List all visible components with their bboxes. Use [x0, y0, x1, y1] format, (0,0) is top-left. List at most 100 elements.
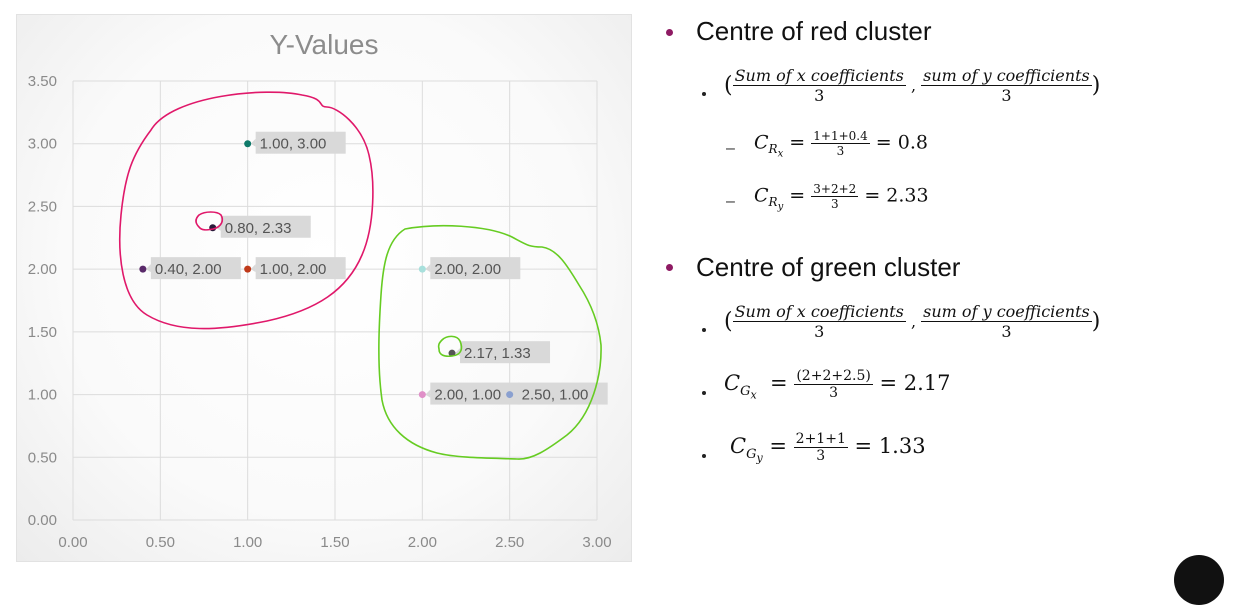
data-label-box: [460, 341, 551, 364]
eq-result: = 2.33: [864, 184, 929, 207]
bullet-icon: [666, 264, 673, 271]
red-centroid-circle: [195, 211, 224, 231]
formula-denominator: 3: [814, 322, 825, 341]
data-label: 2.00, 1.00: [434, 387, 501, 404]
y-tick-label: 2.00: [28, 261, 57, 278]
y-tick-label: 0.00: [28, 512, 57, 529]
green-general-formula: (Sum of x coefficients 3 , sum of y coeff…: [724, 302, 1101, 341]
data-point: [418, 265, 426, 273]
x-tick-label: 0.50: [146, 534, 175, 551]
red-general-formula: (Sum of x coefficients 3 , sum of y coeff…: [724, 66, 1101, 105]
data-label-box: [430, 257, 521, 280]
eq-denominator: 3: [816, 448, 826, 464]
eq-numerator: (2+2+2.5): [794, 368, 873, 385]
data-label-box: [220, 215, 311, 238]
eq-sub: G: [746, 447, 757, 463]
eq-denominator: 3: [836, 144, 845, 158]
eq-subsub: y: [777, 201, 784, 213]
y-tick-label: 1.50: [28, 324, 57, 341]
green-y-equation: CGy = 2+1+1 3 = 1.33: [730, 431, 926, 465]
red-y-equation: CRy = 3+2+2 3 = 2.33: [754, 182, 929, 213]
data-point: [418, 391, 426, 399]
bullet-icon: [702, 391, 706, 395]
red-cluster-heading: Centre of red cluster: [696, 16, 932, 46]
data-label-box: [517, 382, 608, 405]
formula-denominator: 3: [814, 86, 825, 105]
data-label: 1.00, 2.00: [260, 261, 327, 278]
data-label-pointer: [145, 264, 151, 273]
scatter-chart: 0.00 0.50 1.00 1.50 2.00 2.50 3.00 3.50 0.00 0.50…: [28, 73, 612, 551]
red-x-equation: CRx = 1+1+0.4 3 = 0.8: [754, 129, 928, 160]
eq-denominator: 3: [830, 197, 839, 211]
x-tick-label: 2.50: [495, 534, 524, 551]
data-label: 2.17, 1.33: [464, 345, 531, 362]
data-label: 2.00, 2.00: [434, 261, 501, 278]
eq-subsub: y: [756, 451, 763, 465]
eq-numerator: 3+2+2: [811, 182, 859, 197]
bullet-icon: [666, 29, 673, 36]
data-label-box: [430, 382, 521, 405]
data-label-box: [255, 257, 346, 280]
formula-numerator-x: Sum of x coefficients: [732, 302, 906, 322]
green-x-equation: CGx = (2+2+2.5) 3 = 2.17: [724, 368, 951, 402]
bullet-icon: [702, 328, 706, 332]
formula-numerator-x: Sum of x coefficients: [732, 66, 906, 86]
x-tick-label: 0.00: [58, 534, 87, 551]
chart-panel: Y-Values 0.00 0.50 1.00 1.50 2.00 2.50 3.00 3.5…: [16, 14, 632, 562]
eq-result: = 0.8: [875, 131, 928, 154]
eq-numerator: 2+1+1: [793, 431, 848, 448]
data-label-box: [150, 257, 241, 280]
data-label: 0.40, 2.00: [155, 261, 222, 278]
data-label-pointer: [425, 389, 431, 398]
eq-sub: G: [740, 384, 751, 400]
eq-denominator: 3: [829, 385, 839, 401]
corner-circle-icon: [1174, 555, 1224, 605]
x-tick-label: 1.50: [320, 534, 349, 551]
data-label-pointer: [250, 138, 256, 147]
eq-numerator: 1+1+0.4: [811, 129, 870, 144]
bullet-icon: [702, 92, 706, 96]
eq-var: C: [754, 131, 769, 154]
data-label: 0.80, 2.33: [225, 220, 292, 237]
eq-sub: R: [768, 195, 778, 210]
green-cluster-outline: [378, 224, 602, 460]
x-tick-label: 1.00: [233, 534, 262, 551]
red-cluster-outline: [118, 91, 374, 330]
eq-var: C: [730, 434, 747, 458]
green-centroid-circle: [437, 335, 463, 358]
data-point: [506, 391, 514, 399]
x-tick-label: 3.00: [582, 534, 611, 551]
y-tick-label: 2.50: [28, 198, 57, 215]
y-tick-label: 3.00: [28, 136, 57, 153]
formula-numerator-y: sum of y coefficients: [921, 302, 1092, 322]
green-cluster-heading: Centre of green cluster: [696, 252, 961, 282]
chart-title: Y-Values: [269, 29, 379, 60]
data-point: [244, 265, 252, 273]
formula-numerator-y: sum of y coefficients: [921, 66, 1092, 86]
data-label-pointer: [512, 389, 518, 398]
y-tick-label: 1.00: [28, 387, 57, 404]
eq-subsub: x: [750, 388, 757, 402]
eq-var: C: [724, 371, 741, 395]
eq-var: C: [754, 184, 769, 207]
data-label: 1.00, 3.00: [260, 136, 327, 153]
eq-result: = 2.17: [879, 371, 951, 395]
bullet-icon: [702, 454, 706, 458]
data-label-pointer: [425, 264, 431, 273]
cluster-notes: Centre of red cluster (Sum of x coeffici…: [640, 0, 1244, 573]
x-tick-label: 2.00: [408, 534, 437, 551]
y-tick-label: 3.50: [28, 73, 57, 90]
y-tick-label: 0.50: [28, 449, 57, 466]
formula-denominator: 3: [1001, 86, 1012, 105]
data-label: 2.50, 1.00: [522, 387, 589, 404]
eq-result: = 1.33: [854, 434, 926, 458]
data-label-box: [255, 131, 346, 154]
dash-icon: –: [726, 193, 735, 210]
eq-sub: R: [768, 142, 778, 157]
eq-subsub: x: [777, 148, 784, 160]
data-label-pointer: [250, 264, 256, 273]
data-point: [244, 140, 252, 148]
data-point: [139, 265, 147, 273]
formula-denominator: 3: [1001, 322, 1012, 341]
dash-icon: –: [726, 140, 735, 157]
